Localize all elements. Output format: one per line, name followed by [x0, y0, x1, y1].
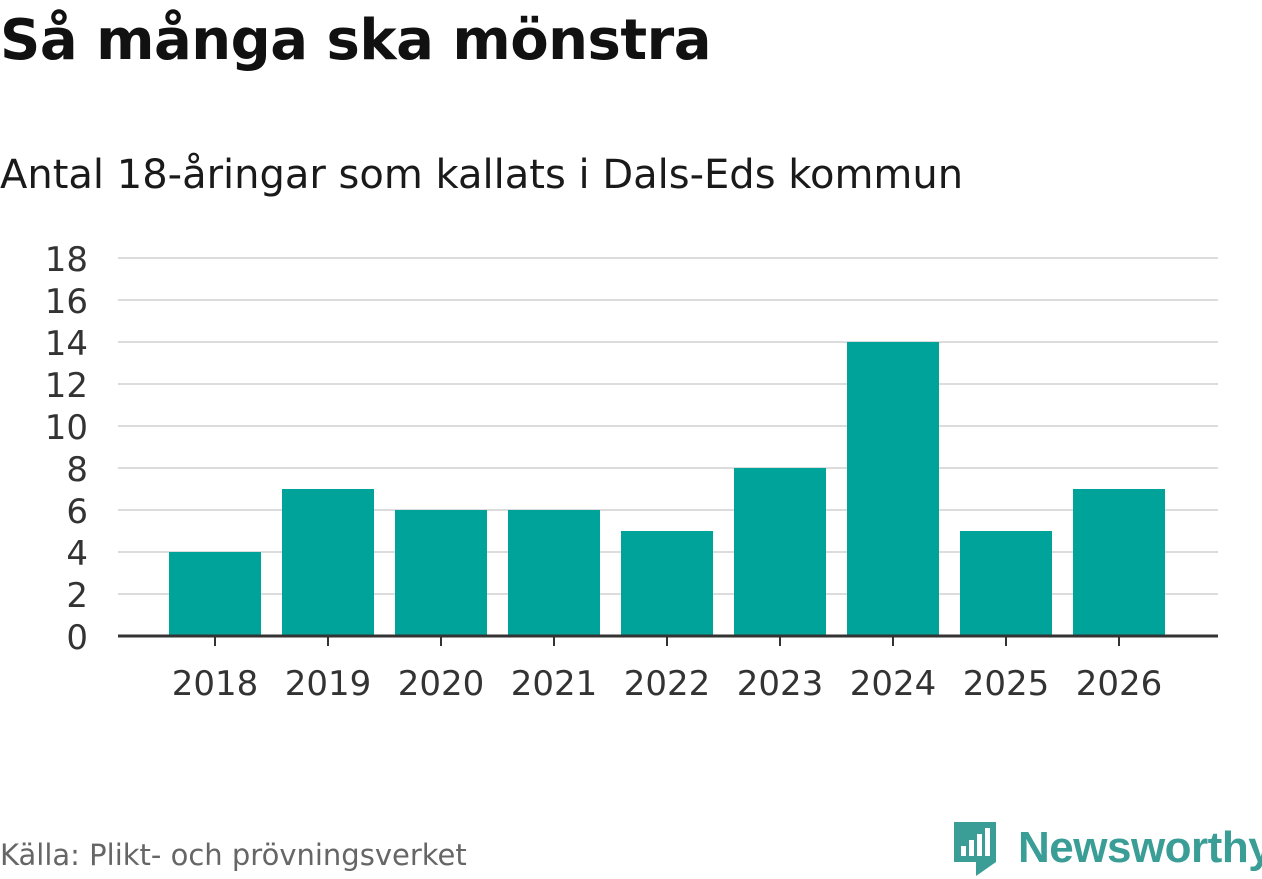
y-tick-label: 12: [45, 366, 88, 406]
x-tick-label: 2019: [285, 664, 372, 704]
bar: [960, 531, 1052, 636]
chart-subtitle: Antal 18-åringar som kallats i Dals-Eds …: [0, 152, 964, 198]
newsworthy-logo-icon: [954, 822, 996, 876]
bar: [508, 510, 600, 636]
x-tick-label: 2018: [172, 664, 259, 704]
x-tick-label: 2020: [398, 664, 485, 704]
y-tick-label: 14: [45, 324, 88, 364]
y-tick-label: 18: [45, 240, 88, 280]
bar: [621, 531, 713, 636]
brand-name: Newsworthy: [1018, 823, 1262, 872]
y-tick-label: 10: [45, 408, 88, 448]
x-tick-label: 2021: [511, 664, 598, 704]
bar: [395, 510, 487, 636]
x-tick-label: 2023: [737, 664, 824, 704]
x-tick-label: 2025: [963, 664, 1050, 704]
y-tick-label: 16: [45, 282, 88, 322]
chart-title: Så många ska mönstra: [0, 8, 712, 73]
source-note: Källa: Plikt- och prövningsverket: [0, 838, 467, 872]
x-tick-label: 2026: [1076, 664, 1163, 704]
brand-logo: Newsworthy: [950, 818, 1262, 878]
y-tick-label: 2: [66, 576, 88, 616]
bar: [169, 552, 261, 636]
bar: [1073, 489, 1165, 636]
y-tick-label: 6: [66, 492, 88, 532]
y-tick-label: 0: [66, 618, 88, 658]
bar: [847, 342, 939, 636]
y-tick-label: 4: [66, 534, 88, 574]
x-tick-label: 2024: [850, 664, 937, 704]
bar: [734, 468, 826, 636]
x-tick-label: 2022: [624, 664, 711, 704]
y-tick-label: 8: [66, 450, 88, 490]
bar: [282, 489, 374, 636]
